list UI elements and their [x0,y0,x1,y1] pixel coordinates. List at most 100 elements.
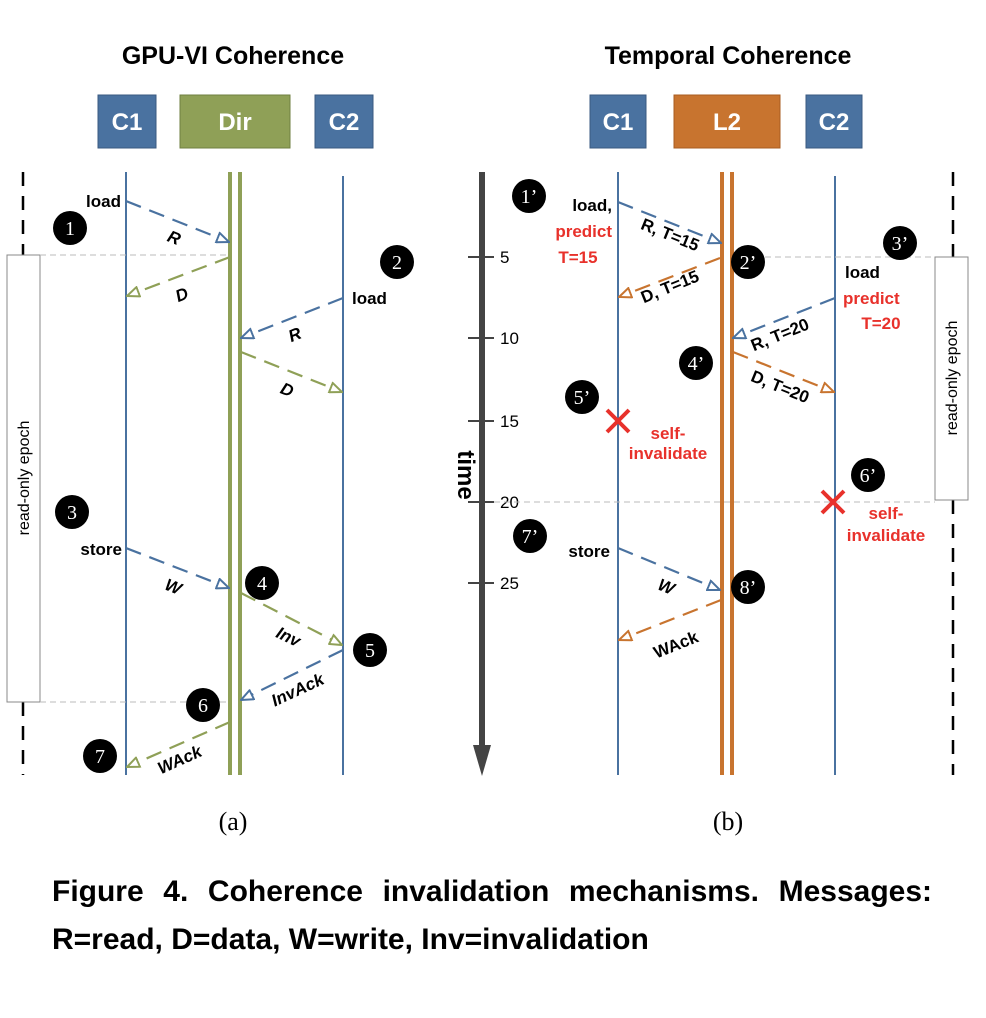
svg-text:7: 7 [95,746,105,768]
message-r-arrow [241,296,344,338]
label-w: W [162,575,186,599]
label-predict-t: T=20 [861,314,900,333]
label-r: R [165,227,184,249]
time-axis-label: time [452,450,479,499]
label-d: D [173,284,192,306]
label-wack: WAck [155,741,206,778]
label-d-t: D, T=15 [638,267,702,307]
tick: 25 [468,574,519,593]
node-c1-box [589,94,647,149]
step-marker: 1’ [512,179,546,213]
step-marker: 5’ [565,380,599,414]
svg-text:25: 25 [500,574,519,593]
node-c1-box [97,94,157,149]
message-w-arrow [617,546,720,590]
message-d-arrow [127,255,231,296]
label-w: W [655,575,679,599]
label-load: load [845,263,880,282]
step-marker: 7 [83,739,117,773]
invalidate-x-icon [605,408,631,434]
step-marker: 1 [53,211,87,245]
label-self-invalidate: invalidate [847,526,925,545]
svg-text:15: 15 [500,412,519,431]
step-marker: 5 [353,633,387,667]
node-dir-box [179,94,291,149]
step-marker: 3 [55,495,89,529]
message-wack-arrow [127,720,231,767]
epoch-box [934,256,969,501]
message-d-arrow [240,350,342,392]
svg-text:8’: 8’ [740,577,757,599]
label-d: D [278,379,297,401]
epoch-box [6,254,41,703]
message-inv-arrow [240,592,342,645]
label-r-t: R, T=15 [638,215,702,255]
svg-text:1’: 1’ [521,186,538,208]
node-c1-label: C1 [112,109,143,136]
node-c2-box [314,94,374,149]
svg-text:2’: 2’ [740,252,757,274]
time-axis-arrowhead [473,745,491,776]
node-c2-label: C2 [819,109,850,136]
panel-a: GPU-VI Coherence C1 Dir C2 read-only epo… [6,42,414,836]
epoch-label: read-only epoch [16,421,33,536]
svg-text:5: 5 [500,248,509,267]
step-marker: 2’ [731,245,765,279]
step-marker: 7’ [513,519,547,553]
message-w-arrow [125,546,229,588]
label-invack: InvAck [268,669,328,710]
label-predict: predict [555,222,612,241]
svg-text:5’: 5’ [574,387,591,409]
svg-text:7’: 7’ [522,526,539,548]
node-c1-label: C1 [603,109,634,136]
node-l2-label: L2 [713,109,741,136]
tick: 15 [468,412,519,431]
panel-a-sublabel: (a) [219,807,248,836]
label-self-invalidate: self- [869,504,904,523]
label-load: load [352,289,387,308]
panel-b-sublabel: (b) [713,807,743,836]
panel-b-title: Temporal Coherence [605,42,852,70]
label-r: R [286,324,305,346]
label-wack: WAck [651,627,702,662]
svg-text:3: 3 [67,502,77,524]
svg-text:5: 5 [365,640,375,662]
svg-text:2: 2 [392,252,402,274]
epoch-label: read-only epoch [944,321,961,436]
message-invack-arrow [241,649,344,700]
node-c2-label: C2 [329,109,360,136]
label-self-invalidate: invalidate [629,444,707,463]
step-marker: 8’ [731,570,765,604]
label-load: load, [572,196,612,215]
message-d-arrow [619,256,721,297]
svg-text:4: 4 [257,573,267,595]
invalidate-x-icon [820,489,846,515]
label-inv: Inv [273,623,305,651]
message-r-arrow [125,199,229,242]
figure-caption: Figure 4. Coherence invalidation mechani… [52,875,932,956]
node-l2-box [673,94,781,149]
step-marker: 4’ [679,346,713,380]
message-wack-arrow [619,598,722,640]
label-self-invalidate: self- [651,424,686,443]
svg-text:6’: 6’ [860,465,877,487]
label-store: store [568,542,610,561]
svg-text:6: 6 [198,695,208,717]
message-d-arrow [732,350,834,392]
svg-text:3’: 3’ [892,233,909,255]
label-store: store [80,540,122,559]
step-marker: 6’ [851,458,885,492]
node-c2-box [805,94,863,149]
svg-text:10: 10 [500,329,519,348]
node-dir-label: Dir [218,109,251,136]
label-d-t: D, T=20 [748,367,812,407]
label-predict-t: T=15 [558,248,597,267]
svg-text:1: 1 [65,218,75,240]
tick: 5 [468,248,509,267]
label-predict: predict [843,289,900,308]
step-marker: 6 [186,688,220,722]
panel-a-title: GPU-VI Coherence [122,42,344,70]
panel-b: Temporal Coherence C1 L2 C2 time 5 10 15… [452,42,969,836]
step-marker: 3’ [883,226,917,260]
